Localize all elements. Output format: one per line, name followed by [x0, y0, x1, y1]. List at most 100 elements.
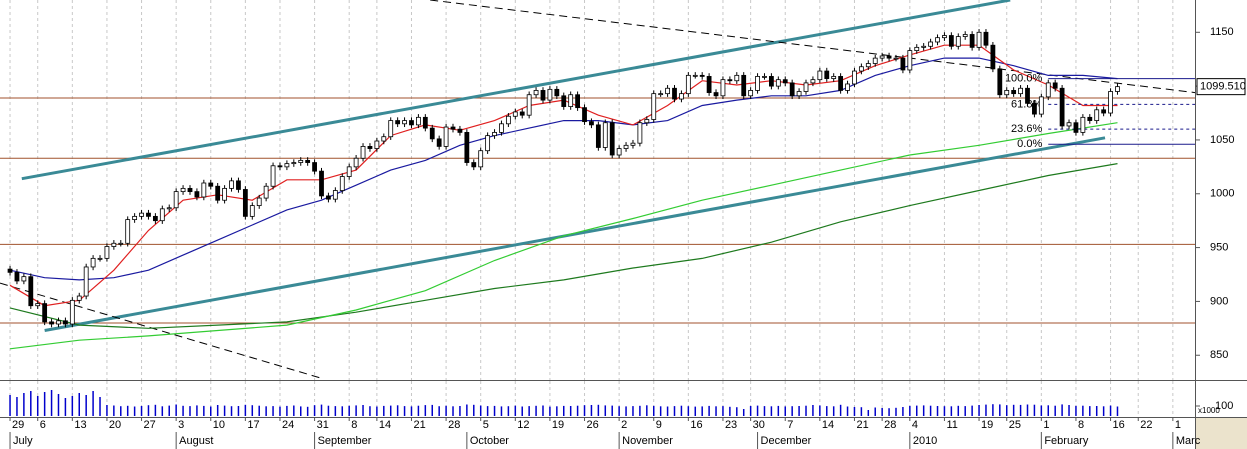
month-label: 2010 — [913, 435, 937, 447]
candle-body — [249, 205, 255, 217]
candle-body — [824, 70, 830, 79]
candle-body — [852, 70, 857, 85]
candle-body — [845, 83, 850, 91]
candle-body — [858, 66, 864, 72]
candle-body — [229, 180, 234, 189]
y-tick-label: 1000 — [1210, 188, 1234, 200]
candle-body — [69, 299, 75, 325]
candle-body — [173, 191, 179, 209]
candle-body — [118, 242, 124, 245]
x-tick-label: 31 — [317, 419, 329, 431]
y-tick-label: 850 — [1210, 349, 1228, 361]
candle-body — [471, 162, 477, 168]
candle-body — [422, 116, 428, 129]
candle-body — [319, 170, 324, 197]
candle-body — [7, 268, 13, 273]
month-label: Marc — [1176, 435, 1201, 447]
candle-body — [969, 34, 975, 48]
candle-body — [263, 185, 269, 199]
candle-body — [907, 50, 913, 71]
candle-body — [512, 111, 518, 117]
last-price-label: 1099.510 — [1200, 81, 1246, 93]
candle-body — [139, 212, 144, 217]
candle-body — [865, 63, 871, 68]
candle-body — [831, 76, 837, 79]
candle-body — [720, 79, 726, 97]
candle-body — [56, 320, 61, 325]
candle-body — [713, 92, 719, 97]
x-tick-label: 7 — [787, 419, 793, 431]
candle-body — [201, 182, 207, 198]
candle-body — [1066, 122, 1072, 127]
candle-body — [1108, 91, 1113, 114]
month-label: February — [1044, 435, 1089, 447]
candle-body — [575, 94, 581, 109]
x-tick-label: 16 — [1113, 419, 1125, 431]
candle-body — [796, 91, 802, 97]
x-tick-label: 14 — [822, 419, 834, 431]
candle-body — [132, 215, 138, 221]
x-tick-label: 20 — [109, 419, 121, 431]
candle-body — [35, 303, 41, 307]
candle-body — [291, 162, 297, 165]
candle-body — [83, 266, 89, 297]
x-tick-label: 2 — [621, 419, 627, 431]
candle-body — [755, 76, 760, 91]
candle-body — [395, 120, 401, 125]
candle-body — [450, 126, 456, 130]
x-tick-label: 29 — [12, 419, 24, 431]
candle-body — [547, 88, 553, 101]
volume-y-tick-label: 100 — [1215, 400, 1233, 412]
trend-line — [21, 0, 1011, 181]
candle-body — [256, 197, 262, 207]
y-tick-label: 900 — [1210, 295, 1228, 307]
moving-average-line — [9, 122, 1118, 350]
x-tick-label: 27 — [144, 419, 156, 431]
x-tick-label: 21 — [413, 419, 425, 431]
candle-body — [1025, 87, 1030, 104]
candle-body — [762, 76, 767, 78]
fib-label: 100.0% — [1005, 72, 1043, 84]
y-tick-label: 1150 — [1210, 26, 1234, 38]
candle-body — [367, 146, 373, 149]
candle-body — [962, 34, 968, 38]
candle-body — [429, 127, 435, 140]
candle-body — [478, 150, 484, 168]
x-tick-label: 10 — [213, 419, 225, 431]
candle-body — [492, 132, 497, 137]
month-label: October — [470, 435, 509, 447]
candle-body — [623, 144, 629, 149]
last-price-box — [1196, 78, 1246, 96]
candle-body — [222, 187, 228, 201]
x-tick-label: 19 — [552, 419, 564, 431]
x-tick-label: 8 — [351, 419, 357, 431]
x-tick-label: 16 — [690, 419, 702, 431]
candle-body — [436, 138, 442, 147]
candle-body — [582, 107, 587, 123]
candle-body — [284, 163, 290, 168]
candle-body — [1073, 122, 1079, 133]
trend-line — [44, 136, 1106, 332]
candle-body — [983, 31, 989, 46]
x-tick-label: 25 — [1009, 419, 1021, 431]
candle-body — [416, 116, 421, 126]
candle-body — [533, 90, 539, 96]
candle-body — [803, 82, 809, 92]
candle-body — [1011, 90, 1017, 95]
candle-body — [236, 180, 241, 190]
candle-body — [505, 115, 511, 125]
candle-body — [499, 123, 504, 133]
candle-body — [609, 122, 615, 156]
candle-body — [519, 111, 525, 116]
candle-body — [935, 37, 940, 43]
candle-body — [1045, 82, 1051, 98]
x-tick-label: 19 — [981, 419, 993, 431]
candle-body — [312, 162, 317, 172]
x-tick-label: 11 — [946, 419, 957, 431]
candle-body — [589, 121, 594, 126]
candle-body — [374, 140, 380, 149]
candle-body — [727, 79, 733, 82]
candle-body — [616, 148, 622, 156]
